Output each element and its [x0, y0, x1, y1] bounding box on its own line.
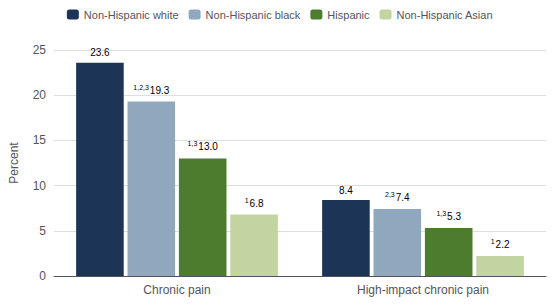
- svg-text:Non-Hispanic Asian: Non-Hispanic Asian: [397, 9, 493, 21]
- svg-text:Hispanic: Hispanic: [327, 9, 370, 21]
- svg-text:1,3: 1,3: [436, 210, 446, 217]
- svg-text:19.3: 19.3: [150, 85, 170, 96]
- svg-text:2.2: 2.2: [496, 239, 510, 250]
- svg-text:Percent: Percent: [7, 142, 21, 184]
- svg-text:7.4: 7.4: [396, 192, 410, 203]
- svg-text:High-impact chronic pain: High-impact chronic pain: [357, 283, 489, 297]
- svg-text:8.4: 8.4: [339, 185, 353, 196]
- svg-text:25: 25: [33, 43, 47, 57]
- svg-text:5.3: 5.3: [447, 211, 461, 222]
- svg-text:1: 1: [491, 238, 495, 245]
- svg-text:0: 0: [39, 269, 46, 283]
- svg-text:15: 15: [33, 133, 47, 147]
- svg-text:Chronic pain: Chronic pain: [143, 283, 210, 297]
- svg-text:10: 10: [33, 179, 47, 193]
- svg-text:5: 5: [39, 224, 46, 238]
- svg-text:1,2,3: 1,2,3: [133, 84, 149, 91]
- svg-text:1,3: 1,3: [188, 140, 198, 147]
- svg-text:6.8: 6.8: [250, 198, 264, 209]
- svg-text:20: 20: [33, 88, 47, 102]
- svg-text:23.6: 23.6: [90, 47, 110, 58]
- svg-text:1: 1: [245, 197, 249, 204]
- svg-text:2,3: 2,3: [385, 191, 395, 198]
- svg-text:13.0: 13.0: [198, 141, 218, 152]
- svg-text:Non-Hispanic black: Non-Hispanic black: [206, 9, 301, 21]
- svg-text:Non-Hispanic white: Non-Hispanic white: [84, 9, 179, 21]
